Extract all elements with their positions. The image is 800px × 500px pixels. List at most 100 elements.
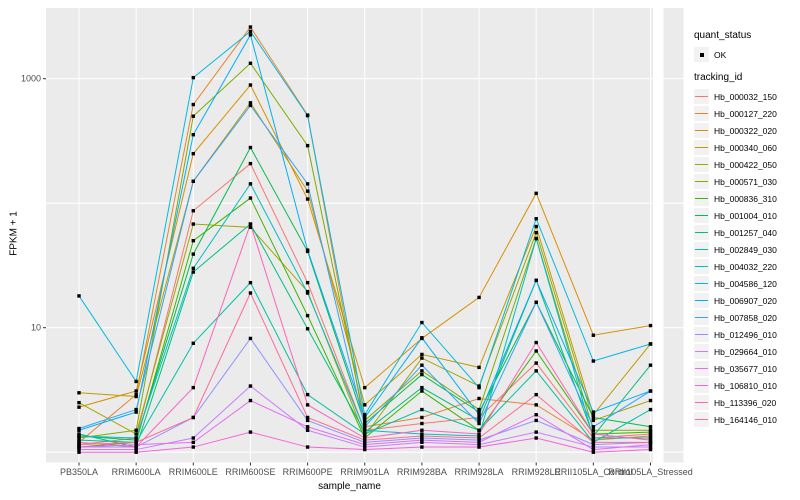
data-point (420, 320, 424, 325)
data-point (363, 440, 367, 445)
data-point (363, 428, 367, 432)
legend-key-box (694, 225, 709, 240)
data-point (134, 410, 138, 414)
data-point (648, 447, 653, 452)
data-point (420, 369, 424, 373)
line-swatch-icon (695, 249, 708, 251)
legend-title-quant-status: quant_status (694, 30, 752, 41)
legend-item-Hb_000422_050: Hb_000422_050 (694, 157, 800, 172)
data-point (134, 379, 138, 384)
data-point (477, 413, 481, 417)
data-point (477, 410, 481, 414)
data-point (77, 405, 81, 409)
data-point (648, 323, 653, 328)
legend-label: Hb_004032_220 (714, 261, 777, 272)
legend-label: Hb_006907_020 (714, 295, 777, 306)
legend-label: Hb_000322_020 (714, 125, 777, 136)
line-swatch-icon (695, 130, 708, 132)
data-point (77, 294, 81, 298)
line-swatch-icon (695, 283, 708, 285)
data-point (248, 196, 253, 200)
data-point (191, 114, 195, 118)
line-swatch-icon (695, 232, 708, 234)
data-point (648, 389, 653, 393)
legend-item-Hb_164146_010: Hb_164146_010 (694, 412, 800, 427)
y-axis-title: FPKM + 1 (8, 211, 20, 256)
data-point (534, 349, 538, 353)
data-point (134, 394, 138, 399)
x-tick-label: RRIM901LA (340, 467, 389, 477)
legend-item-Hb_000836_310: Hb_000836_310 (694, 191, 800, 206)
data-point (477, 396, 481, 401)
data-point (591, 450, 596, 454)
data-point (477, 415, 481, 420)
data-point (477, 445, 481, 449)
legend-title-tracking-id: tracking_id (694, 72, 743, 83)
line-swatch-icon (695, 181, 708, 183)
data-point (363, 403, 367, 407)
y-tick-label: 1000 (21, 74, 41, 84)
legend-label: Hb_001257_040 (714, 227, 777, 238)
data-point (77, 445, 81, 449)
data-point (248, 29, 253, 34)
data-point (134, 442, 138, 447)
legend-key-box (694, 123, 709, 138)
legend-item-Hb_007858_020: Hb_007858_020 (694, 310, 800, 325)
data-point (648, 398, 653, 403)
data-point (477, 434, 481, 438)
legend-key-box (694, 378, 709, 393)
data-point (534, 236, 538, 241)
legend-key-box (694, 395, 709, 410)
data-point (191, 209, 195, 213)
data-point (134, 428, 138, 432)
data-point (420, 352, 424, 357)
data-point (248, 384, 253, 388)
data-point (534, 418, 538, 423)
data-point (591, 428, 596, 432)
data-point (534, 230, 538, 235)
x-tick-label: RRIM600LA (112, 467, 161, 477)
data-point (305, 248, 310, 252)
data-point (477, 440, 481, 445)
data-point (420, 421, 424, 426)
legend-item-Hb_000340_060: Hb_000340_060 (694, 140, 800, 155)
data-point (648, 432, 653, 436)
data-point (134, 436, 138, 440)
x-axis-title: sample_name (318, 481, 381, 492)
data-point (191, 132, 195, 137)
legend-key-box (694, 208, 709, 223)
data-point (305, 403, 310, 407)
data-point (420, 385, 424, 390)
data-point (534, 369, 538, 373)
x-tick-label: RRIM928BA (397, 467, 447, 477)
data-point (420, 432, 424, 436)
legend-key-box (694, 106, 709, 121)
line-swatch-icon (695, 266, 708, 268)
line-swatch-icon (695, 317, 708, 319)
data-point (591, 436, 596, 440)
data-point (420, 407, 424, 412)
x-tick-label: RRIM600SE (225, 467, 275, 477)
data-point (77, 447, 81, 452)
data-point (77, 428, 81, 432)
data-point (420, 372, 424, 377)
line-swatch-icon (695, 351, 708, 353)
data-point (305, 392, 310, 397)
legend-item-Hb_029664_010: Hb_029664_010 (694, 344, 800, 359)
legend-key-box (694, 412, 709, 427)
data-point (591, 442, 596, 447)
data-point (477, 385, 481, 390)
x-tick-label: RRII105LA_Stressed (608, 467, 693, 477)
data-point (248, 25, 253, 29)
legend-label: Hb_000340_060 (714, 142, 777, 153)
data-point (648, 442, 653, 447)
ok-key-box (694, 47, 709, 62)
data-point (591, 434, 596, 438)
data-point (305, 280, 310, 285)
line-swatch-icon (695, 198, 708, 200)
data-point (363, 445, 367, 449)
data-point (77, 426, 81, 431)
data-point (363, 432, 367, 436)
data-point (591, 445, 596, 449)
